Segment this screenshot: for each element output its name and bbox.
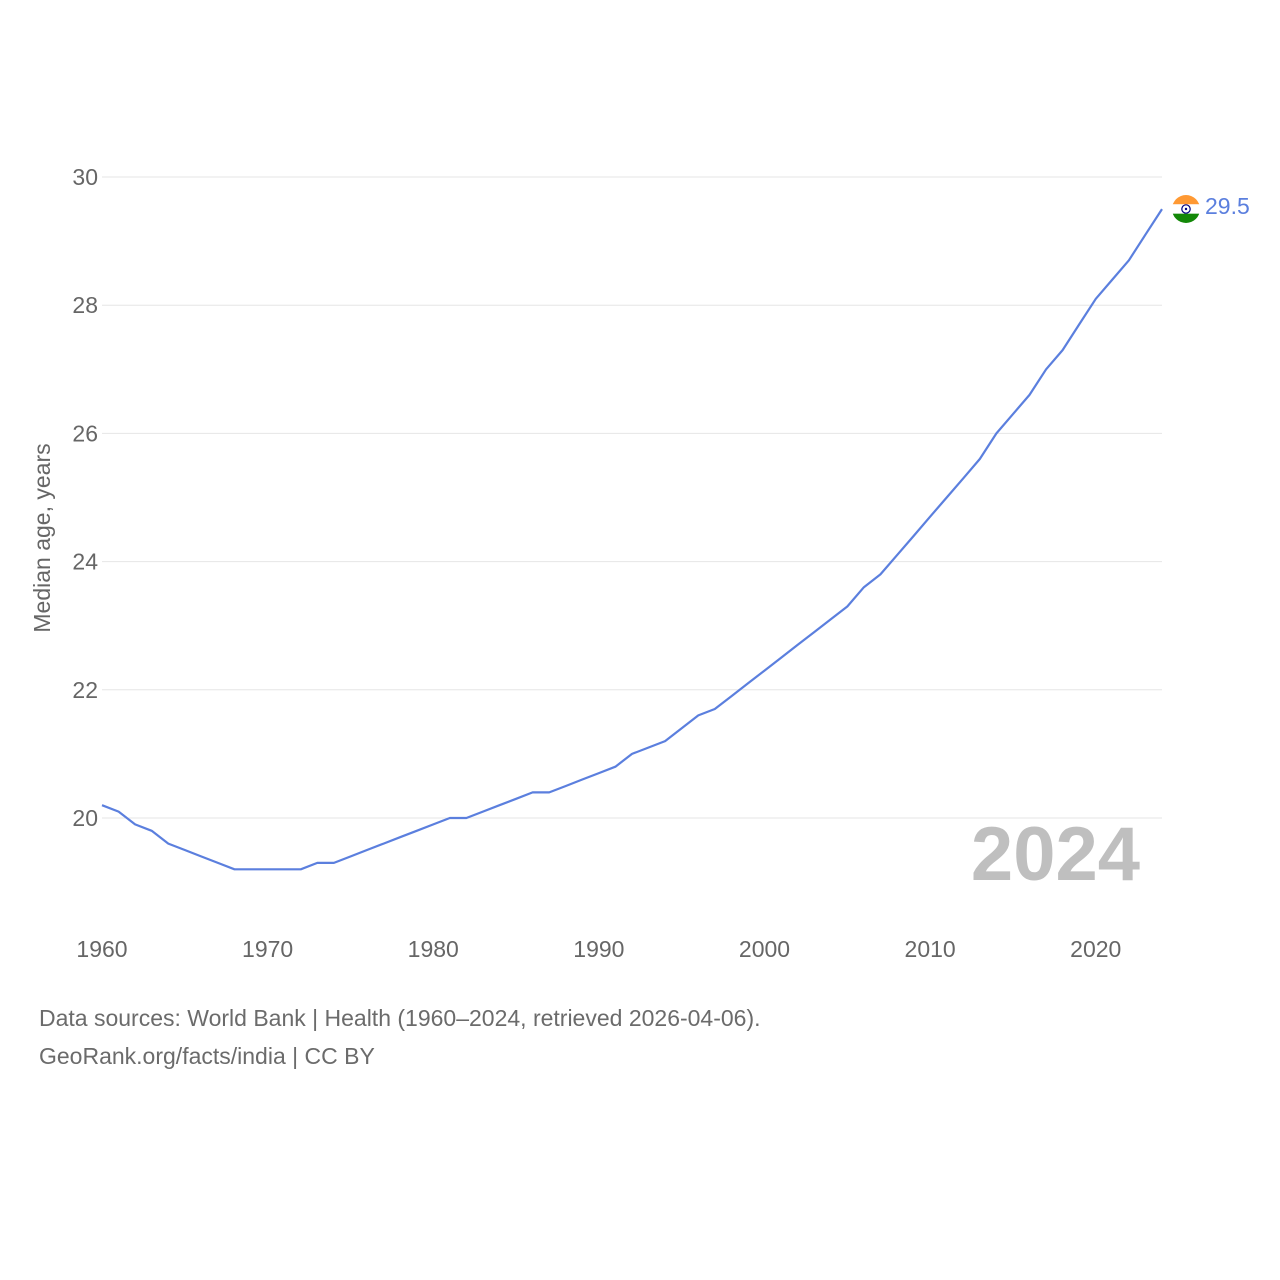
- x-tick-label: 2020: [1070, 936, 1121, 962]
- y-axis-label: Median age, years: [29, 443, 55, 632]
- india-flag-icon: [1172, 195, 1200, 223]
- data-sources-text: Data sources: World Bank | Health (1960–…: [39, 1005, 761, 1031]
- x-tick-label: 2010: [905, 936, 956, 962]
- x-tick-label: 1970: [242, 936, 293, 962]
- end-value-label: 29.5: [1205, 193, 1250, 219]
- x-tick-label: 2000: [739, 936, 790, 962]
- y-axis-ticks: 20 22 24 26 28 30: [72, 164, 98, 831]
- series-line-india: [101, 208, 1163, 871]
- y-tick-label: 26: [72, 420, 98, 446]
- y-tick-label: 28: [72, 292, 98, 318]
- x-tick-label: 1960: [76, 936, 127, 962]
- y-tick-label: 20: [72, 805, 98, 831]
- current-year-watermark: 2024: [971, 812, 1140, 897]
- line-chart: 20 22 24 26 28 30 1960 1970 1980 1990 2000 2010 202…: [29, 164, 1250, 962]
- series-layer: [101, 208, 1163, 871]
- x-tick-label: 1980: [408, 936, 459, 962]
- y-tick-label: 22: [72, 677, 98, 703]
- x-tick-label: 1990: [573, 936, 624, 962]
- y-tick-label: 24: [72, 549, 98, 575]
- y-tick-label: 30: [72, 164, 98, 190]
- x-axis-ticks: 1960 1970 1980 1990 2000 2010 2020: [76, 936, 1121, 962]
- attribution-text: GeoRank.org/facts/india | CC BY: [39, 1043, 375, 1069]
- grid-lines: [102, 176, 1162, 819]
